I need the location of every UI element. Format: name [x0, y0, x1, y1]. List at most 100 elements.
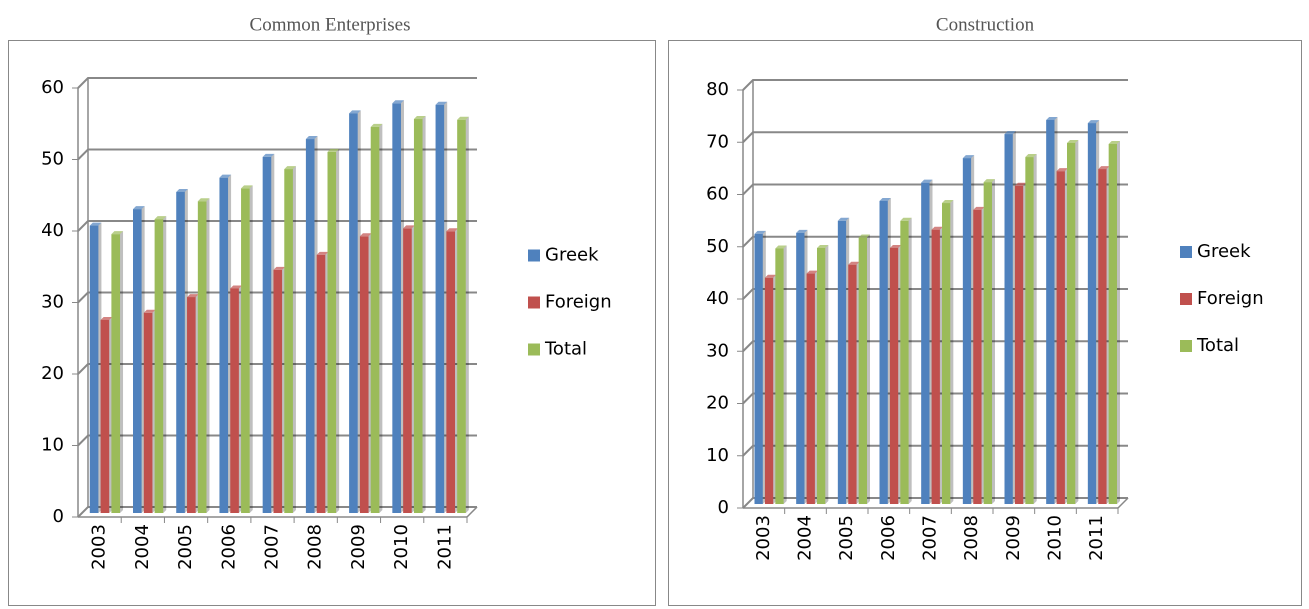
grid-line [742, 235, 1128, 248]
grid-line [742, 79, 1128, 91]
bar-face [1087, 123, 1097, 504]
y-tick-label: 80 [706, 79, 729, 100]
grid-line [742, 288, 1128, 300]
bar [796, 229, 808, 504]
bar-top [230, 285, 242, 289]
bar-side [206, 198, 210, 513]
bar-face [100, 319, 110, 513]
legend-swatch [1180, 246, 1192, 258]
y-tick-label: 20 [41, 363, 64, 384]
bar [775, 245, 787, 504]
x-tick-label: 2007 [920, 515, 941, 561]
y-tick-label: 50 [706, 236, 729, 257]
bar-top [775, 245, 787, 249]
y-tick-label: 40 [41, 220, 64, 241]
panel-frame [8, 40, 656, 606]
x-tick-label: 2009 [1003, 515, 1024, 561]
bar-side [1075, 139, 1079, 504]
bar-top [962, 155, 975, 159]
bar [1014, 182, 1027, 505]
grid-line [742, 497, 1128, 509]
bar-top [143, 309, 156, 313]
x-tick-label: 2004 [132, 524, 153, 570]
bar [879, 197, 891, 504]
bar-top [197, 198, 210, 202]
bar [921, 179, 933, 504]
grid-line [77, 148, 477, 161]
bar-top [1014, 182, 1027, 186]
x-tick-label: 2010 [1045, 515, 1066, 561]
bar-face [973, 209, 982, 504]
bar [241, 185, 253, 513]
x-tick-label: 2011 [434, 524, 455, 570]
grid-line [77, 434, 477, 447]
y-tick-label: 20 [706, 393, 729, 414]
bar-top [111, 231, 124, 235]
bar-face [931, 229, 940, 504]
bar-face [284, 169, 293, 513]
bar-top [435, 101, 448, 105]
bar [1108, 140, 1120, 504]
bar [764, 274, 777, 504]
bar-top [1087, 120, 1100, 124]
bar-top [1098, 166, 1110, 170]
bar-face [1056, 171, 1065, 505]
bar [806, 270, 818, 504]
bar-side [1117, 140, 1120, 504]
bar-face [962, 158, 972, 505]
bar [413, 116, 426, 513]
bar-face [1067, 142, 1076, 504]
bar [316, 251, 329, 513]
bar [359, 233, 372, 514]
x-tick-label: 2010 [391, 524, 412, 570]
y-tick-label: 0 [718, 497, 729, 518]
bar-face [754, 233, 763, 504]
bar-top [392, 100, 404, 104]
bar-face [858, 237, 867, 504]
bar-top [796, 229, 808, 233]
x-tick-label: 2008 [961, 515, 982, 561]
y-tick-label: 40 [706, 288, 729, 309]
bar-top [305, 136, 318, 140]
bar-face [837, 220, 847, 504]
bar-top [764, 274, 777, 278]
legend-label: Total [1196, 335, 1239, 356]
bar-face [219, 177, 229, 514]
bar-top [848, 261, 860, 265]
bar [1025, 154, 1037, 504]
bar-top [921, 179, 933, 183]
bar-top [983, 179, 995, 183]
bar [305, 136, 318, 513]
bar-face [316, 254, 326, 513]
bar [370, 123, 383, 514]
y-tick-label: 10 [706, 445, 729, 466]
grid-line [742, 183, 1128, 196]
grid-line [742, 444, 1128, 457]
bar-face [879, 200, 888, 504]
grid-line [77, 363, 477, 375]
bar-top [858, 234, 870, 238]
bar [848, 261, 860, 504]
x-tick-label: 2003 [753, 515, 774, 561]
x-tick-label: 2008 [305, 524, 326, 570]
bar [931, 226, 943, 504]
legend-label: Greek [545, 245, 599, 266]
legend-label: Total [544, 339, 587, 360]
bar-face [133, 209, 142, 513]
bar-face [1098, 169, 1107, 504]
bar-top [942, 200, 954, 204]
bar [446, 228, 459, 514]
bar [817, 244, 829, 504]
bar [1087, 120, 1100, 504]
bar [889, 244, 902, 504]
bar-face [197, 201, 207, 513]
y-tick-label: 70 [706, 131, 729, 152]
bar [89, 222, 102, 513]
bar [176, 188, 188, 513]
bar-top [403, 225, 415, 229]
bar [900, 217, 912, 504]
bar [1067, 139, 1079, 504]
bar-side [120, 231, 124, 513]
legend-label: Foreign [545, 292, 612, 313]
y-tick-label: 60 [41, 77, 64, 98]
